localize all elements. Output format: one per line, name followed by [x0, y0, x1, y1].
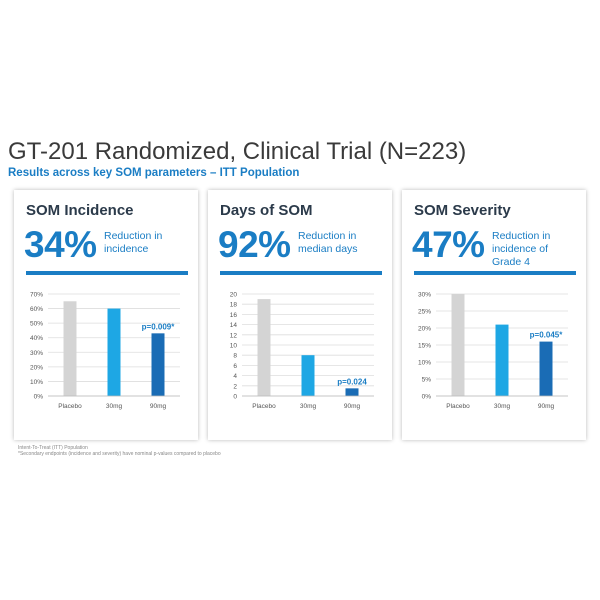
bar — [63, 301, 77, 396]
y-tick-label: 40% — [30, 335, 43, 342]
bar — [107, 308, 121, 396]
big-stat: 47% — [412, 224, 485, 265]
stat-description-line: Reduction in — [492, 230, 551, 242]
y-tick-label: 10 — [230, 343, 238, 350]
bar — [539, 341, 553, 396]
y-tick-label: 2 — [233, 383, 237, 390]
bar — [495, 324, 509, 396]
stat-description-line: incidence of — [492, 243, 549, 255]
y-tick-label: 6 — [233, 363, 237, 370]
bar-chart-som-severity: 0% 5% 10% 15% 20% 25% 30% Placebo 30mg 90mg p=0.04… — [418, 292, 568, 410]
x-tick-label: Placebo — [58, 403, 82, 410]
stat-description-line: Reduction in — [298, 230, 357, 242]
p-value-annotation: p=0.045* — [530, 331, 564, 340]
accent-rule — [220, 271, 382, 275]
x-tick-label: Placebo — [252, 403, 276, 410]
x-tick-label: Placebo — [446, 403, 470, 410]
y-tick-label: 8 — [233, 353, 237, 360]
y-tick-label: 0% — [34, 394, 44, 401]
y-tick-label: 18 — [230, 302, 238, 309]
card-heading: SOM Incidence — [26, 202, 134, 219]
y-tick-label: 15% — [418, 343, 431, 350]
stat-description: Reduction in incidence of Grade 4 — [492, 230, 578, 269]
bar-chart-days-of-som: 0 2 4 6 8 10 12 14 16 18 20 Placebo 30mg 90mg p=0.024 — [230, 292, 374, 410]
y-tick-label: 10% — [418, 360, 431, 367]
card-som-severity: SOM Severity 47% Reduction in incidence … — [402, 190, 586, 440]
y-tick-label: 30% — [418, 292, 431, 299]
y-tick-label: 4 — [233, 373, 237, 380]
stat-description-line: incidence — [104, 243, 149, 255]
y-tick-label: 20% — [30, 364, 43, 371]
y-tick-label: 0 — [233, 394, 237, 401]
card-heading: Days of SOM — [220, 202, 313, 219]
card-som-incidence: SOM Incidence 34% Reduction in incidence… — [14, 190, 198, 440]
card-heading: SOM Severity — [414, 202, 511, 219]
page-title: GT-201 Randomized, Clinical Trial (N=223… — [8, 138, 467, 165]
y-tick-label: 0% — [422, 394, 432, 401]
stat-description: Reduction in incidence — [104, 230, 190, 256]
y-tick-label: 25% — [418, 309, 431, 316]
stat-description-line: median days — [298, 243, 358, 255]
bar — [451, 294, 465, 396]
p-value-annotation: p=0.009* — [142, 322, 176, 331]
bar — [257, 299, 271, 396]
x-tick-label: 90mg — [538, 403, 555, 410]
card-days-of-som: Days of SOM 92% Reduction in median days… — [208, 190, 392, 440]
y-tick-label: 5% — [422, 377, 432, 384]
bar — [301, 355, 315, 396]
big-stat: 92% — [218, 224, 291, 265]
bar-chart-som-incidence: 0% 10% 20% 30% 40% 50% 60% 70% Placebo 30mg 90mg p=… — [30, 292, 180, 410]
x-tick-label: 90mg — [344, 403, 361, 410]
p-value-annotation: p=0.024 — [337, 377, 367, 386]
y-tick-label: 30% — [30, 350, 43, 357]
accent-rule — [414, 271, 576, 275]
stat-description-line: Grade 4 — [492, 256, 530, 268]
x-tick-label: 30mg — [300, 403, 317, 410]
bar — [345, 388, 359, 396]
y-tick-label: 50% — [30, 321, 43, 328]
page-subtitle: Results across key SOM parameters – ITT … — [8, 167, 300, 179]
bar — [151, 333, 165, 396]
y-tick-label: 10% — [30, 379, 43, 386]
y-tick-label: 70% — [30, 292, 43, 299]
big-stat: 34% — [24, 224, 97, 265]
y-tick-label: 12 — [230, 332, 238, 339]
y-tick-label: 60% — [30, 306, 43, 313]
y-tick-label: 14 — [230, 322, 238, 329]
stat-description-line: Reduction in — [104, 230, 163, 242]
stat-description: Reduction in median days — [298, 230, 384, 256]
x-tick-label: 30mg — [106, 403, 123, 410]
y-tick-label: 20% — [418, 326, 431, 333]
y-tick-label: 16 — [230, 312, 238, 319]
x-tick-label: 30mg — [494, 403, 511, 410]
y-tick-label: 20 — [230, 292, 238, 299]
x-tick-label: 90mg — [150, 403, 167, 410]
footnote-secondary-endpoints: *Secondary endpoints (incidence and seve… — [18, 451, 221, 457]
accent-rule — [26, 271, 188, 275]
footnote-itt: Intent-To-Treat (ITT) Population — [18, 445, 88, 451]
